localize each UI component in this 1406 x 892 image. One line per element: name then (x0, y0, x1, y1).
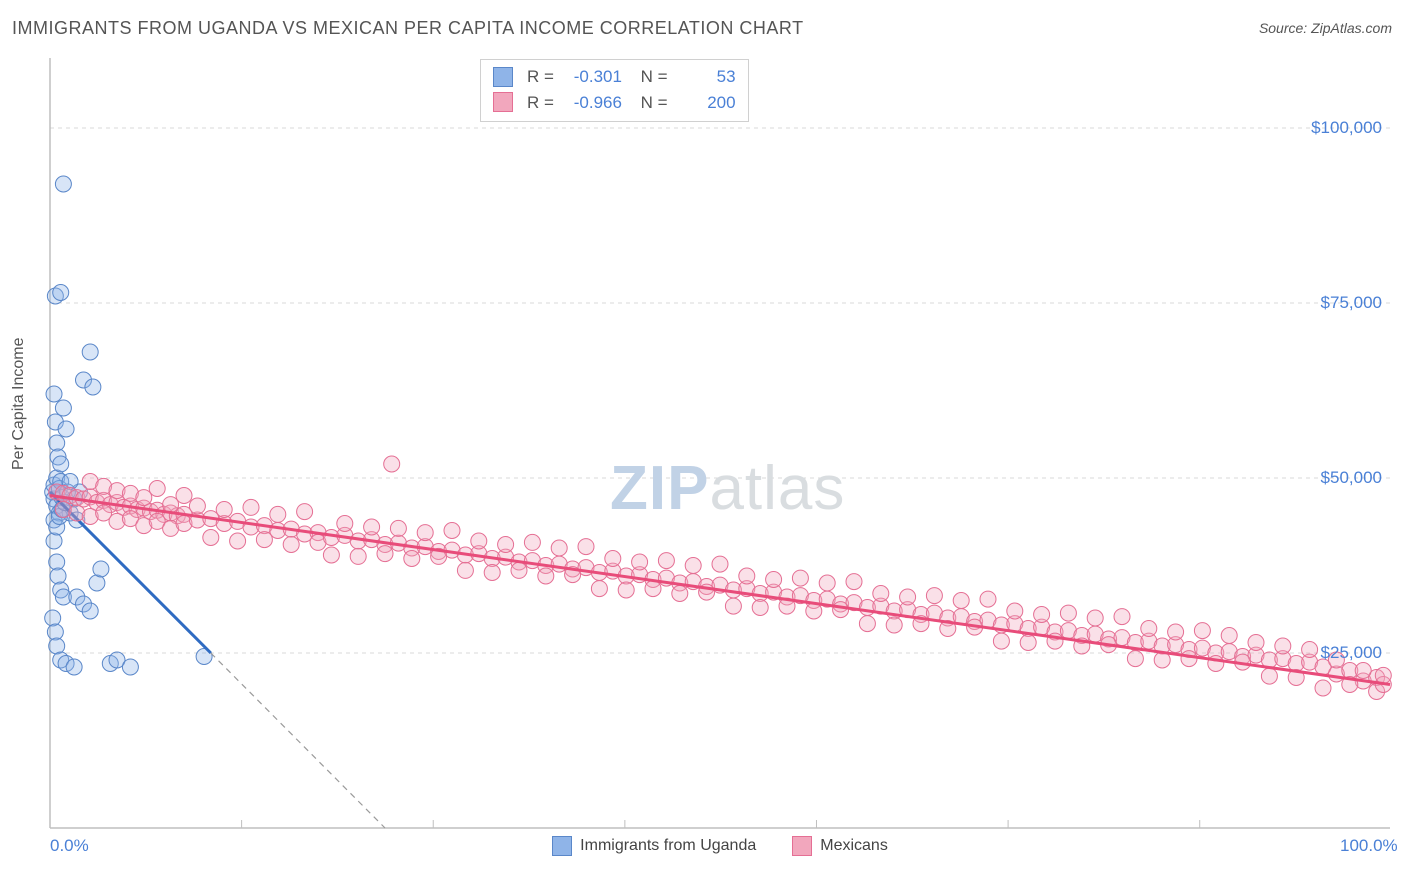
y-tick-label: $75,000 (1321, 293, 1382, 313)
swatch-uganda (493, 67, 513, 87)
legend-label-mexicans: Mexicans (820, 837, 888, 855)
swatch-mexican (493, 92, 513, 112)
bottom-legend: Immigrants from Uganda Mexicans (50, 836, 1390, 856)
stats-row-uganda: R = -0.301 N = 53 (493, 64, 736, 90)
stats-legend-box: R = -0.301 N = 53 R = -0.966 N = 200 (480, 59, 749, 122)
plot-svg (50, 58, 1390, 828)
n-value-mexicans: 200 (678, 90, 736, 116)
y-tick-label: $25,000 (1321, 643, 1382, 663)
y-tick-label: $100,000 (1311, 118, 1382, 138)
r-value-mexicans: -0.966 (564, 90, 622, 116)
legend-swatch-mexican (792, 836, 812, 856)
legend-item-mexicans: Mexicans (792, 836, 888, 856)
correlation-chart: IMMIGRANTS FROM UGANDA VS MEXICAN PER CA… (0, 0, 1406, 892)
chart-title: IMMIGRANTS FROM UGANDA VS MEXICAN PER CA… (12, 18, 804, 39)
legend-label-uganda: Immigrants from Uganda (580, 837, 756, 855)
y-axis-label: Per Capita Income (10, 337, 28, 470)
stats-row-mexicans: R = -0.966 N = 200 (493, 90, 736, 116)
legend-swatch-uganda (552, 836, 572, 856)
y-tick-label: $50,000 (1321, 468, 1382, 488)
n-value-uganda: 53 (678, 64, 736, 90)
legend-item-uganda: Immigrants from Uganda (552, 836, 756, 856)
plot-area: $25,000$50,000$75,000$100,000 0.0%100.0%… (50, 58, 1390, 828)
r-value-uganda: -0.301 (564, 64, 622, 90)
source-attribution: Source: ZipAtlas.com (1259, 20, 1392, 36)
